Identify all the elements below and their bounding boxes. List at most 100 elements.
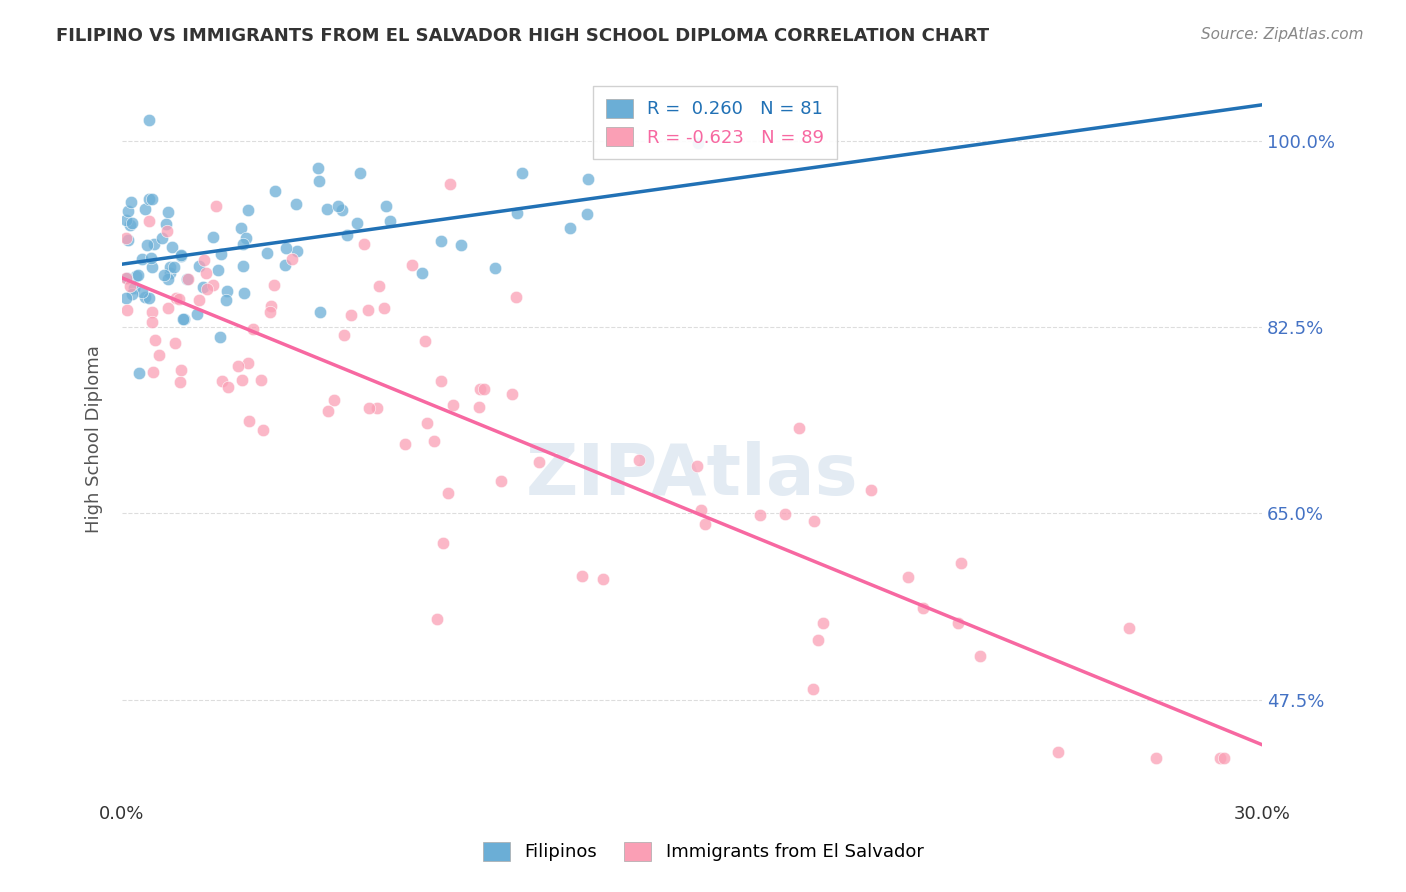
Point bbox=[512, 166, 534, 180]
Legend: Filipinos, Immigrants from El Salvador: Filipinos, Immigrants from El Salvador bbox=[470, 830, 936, 874]
Point bbox=[468, 400, 491, 414]
Point bbox=[127, 268, 149, 283]
Point bbox=[160, 240, 183, 254]
Point bbox=[394, 437, 416, 451]
Point bbox=[413, 334, 436, 348]
Point bbox=[238, 414, 260, 428]
Point bbox=[121, 216, 143, 230]
Point bbox=[948, 616, 970, 631]
Point bbox=[138, 291, 160, 305]
Point bbox=[349, 166, 371, 180]
Text: ZIPAtlas: ZIPAtlas bbox=[526, 441, 858, 509]
Point bbox=[423, 434, 446, 448]
Point bbox=[1046, 745, 1069, 759]
Point bbox=[897, 570, 920, 584]
Point bbox=[576, 172, 599, 186]
Point bbox=[117, 234, 139, 248]
Point bbox=[686, 458, 709, 473]
Point bbox=[141, 192, 163, 206]
Point bbox=[131, 285, 153, 300]
Text: Source: ZipAtlas.com: Source: ZipAtlas.com bbox=[1201, 27, 1364, 42]
Point bbox=[117, 204, 139, 219]
Point bbox=[142, 365, 165, 379]
Point bbox=[284, 197, 307, 211]
Point bbox=[426, 612, 449, 626]
Point bbox=[333, 328, 356, 343]
Point bbox=[188, 259, 211, 273]
Point bbox=[159, 260, 181, 275]
Point bbox=[437, 486, 460, 500]
Point bbox=[236, 356, 259, 370]
Point bbox=[115, 231, 138, 245]
Point bbox=[506, 206, 529, 220]
Point bbox=[803, 515, 825, 529]
Point bbox=[235, 230, 257, 244]
Point bbox=[232, 259, 254, 273]
Point bbox=[432, 536, 454, 550]
Point bbox=[156, 301, 179, 316]
Point bbox=[170, 249, 193, 263]
Legend: R =  0.260   N = 81, R = -0.623   N = 89: R = 0.260 N = 81, R = -0.623 N = 89 bbox=[593, 87, 837, 160]
Point bbox=[367, 279, 389, 293]
Point bbox=[195, 266, 218, 280]
Point bbox=[141, 305, 163, 319]
Point bbox=[242, 322, 264, 336]
Point bbox=[259, 305, 281, 319]
Point bbox=[263, 277, 285, 292]
Point bbox=[211, 374, 233, 388]
Point bbox=[226, 359, 249, 374]
Point bbox=[134, 202, 156, 216]
Point bbox=[142, 236, 165, 251]
Point bbox=[231, 220, 253, 235]
Point bbox=[143, 333, 166, 347]
Point bbox=[163, 260, 186, 274]
Point bbox=[441, 398, 464, 412]
Point bbox=[141, 315, 163, 329]
Point bbox=[813, 616, 835, 631]
Point bbox=[156, 272, 179, 286]
Point bbox=[359, 401, 381, 415]
Point bbox=[115, 292, 138, 306]
Point bbox=[131, 252, 153, 266]
Point bbox=[186, 307, 208, 321]
Point bbox=[150, 231, 173, 245]
Point bbox=[281, 252, 304, 266]
Point bbox=[527, 455, 550, 469]
Point bbox=[208, 330, 231, 344]
Point bbox=[1118, 621, 1140, 635]
Point bbox=[353, 237, 375, 252]
Point bbox=[323, 392, 346, 407]
Point bbox=[124, 281, 146, 295]
Point bbox=[260, 299, 283, 313]
Point bbox=[787, 421, 810, 435]
Point bbox=[592, 572, 614, 586]
Point bbox=[170, 363, 193, 377]
Point bbox=[138, 192, 160, 206]
Point bbox=[115, 212, 138, 227]
Point bbox=[204, 199, 226, 213]
Point bbox=[141, 260, 163, 275]
Point bbox=[207, 262, 229, 277]
Point bbox=[118, 218, 141, 232]
Point bbox=[191, 279, 214, 293]
Point bbox=[430, 234, 453, 248]
Point bbox=[472, 382, 495, 396]
Point bbox=[773, 507, 796, 521]
Point bbox=[316, 404, 339, 418]
Point bbox=[170, 248, 193, 262]
Point bbox=[274, 241, 297, 255]
Point bbox=[125, 268, 148, 283]
Point bbox=[209, 246, 232, 260]
Point bbox=[252, 423, 274, 437]
Point bbox=[177, 272, 200, 286]
Point bbox=[115, 271, 138, 285]
Point bbox=[165, 291, 187, 305]
Point bbox=[859, 483, 882, 497]
Point bbox=[748, 508, 770, 522]
Point bbox=[118, 279, 141, 293]
Point bbox=[1209, 751, 1232, 765]
Point bbox=[138, 113, 160, 128]
Point bbox=[153, 268, 176, 282]
Point bbox=[411, 266, 433, 280]
Point bbox=[307, 161, 329, 176]
